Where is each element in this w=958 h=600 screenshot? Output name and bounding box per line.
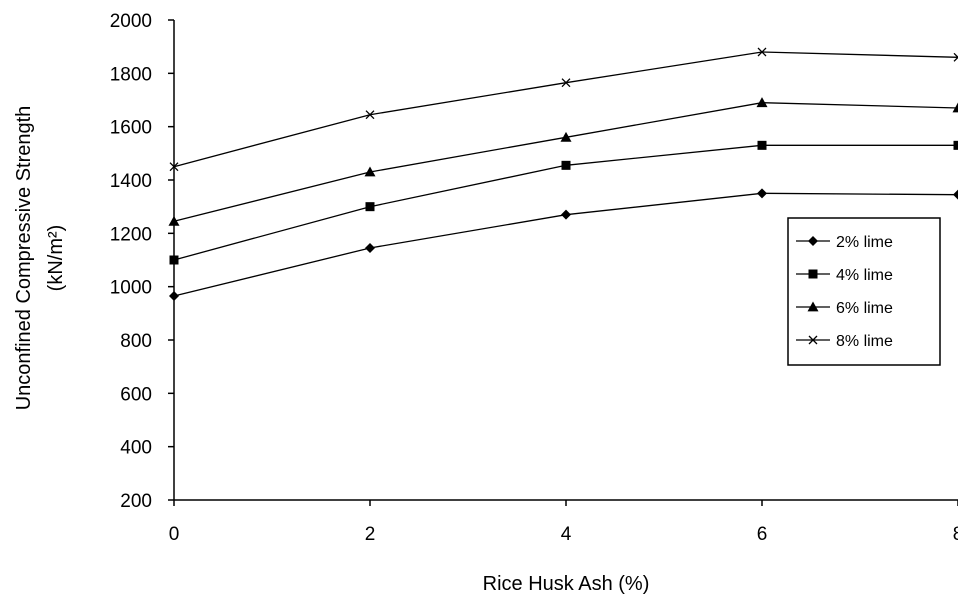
data-point (756, 97, 768, 108)
y-tick-label: 1600 (110, 118, 152, 139)
x-tick-label: 6 (757, 524, 768, 545)
data-point (560, 131, 572, 142)
data-point (169, 255, 179, 265)
data-point (168, 215, 180, 226)
legend-label: 4% lime (836, 267, 893, 284)
series-2 (169, 140, 958, 265)
data-point (561, 160, 571, 170)
y-tick-label: 2000 (110, 11, 152, 32)
legend-label: 6% lime (836, 300, 893, 317)
y-axis-unit: (kN/m²) (45, 225, 67, 292)
legend: 2% lime 4% lime 6% lime 8% lime (787, 217, 941, 366)
y-tick-label: 1000 (110, 278, 152, 299)
legend-marker (808, 269, 818, 279)
data-point (757, 47, 767, 57)
data-point (561, 209, 571, 220)
y-axis-title: Unconfined Compressive Strength (13, 106, 35, 411)
data-point (561, 78, 571, 88)
x-tick-label: 4 (561, 524, 572, 545)
y-tick-label: 200 (120, 491, 152, 512)
legend-marker (807, 301, 819, 312)
series-3 (168, 97, 958, 226)
x-ticks: 0 2 4 6 8 (169, 500, 958, 545)
data-point (953, 140, 958, 150)
y-tick-label: 800 (120, 331, 152, 352)
data-point (365, 110, 375, 120)
series-4 (169, 47, 958, 172)
y-tick-label: 400 (120, 438, 152, 459)
legend-marker (808, 236, 818, 246)
y-tick-label: 1200 (110, 224, 152, 245)
y-ticks: 200 400 600 800 1000 1200 1400 1600 1800 2000 (110, 11, 174, 512)
data-point (169, 291, 179, 301)
data-point (365, 202, 375, 212)
data-point (757, 188, 767, 199)
data-point (169, 162, 179, 172)
x-tick-label: 0 (169, 524, 180, 545)
series-line (173, 51, 958, 168)
data-point (365, 243, 375, 253)
y-tick-label: 600 (120, 384, 152, 405)
data-point (953, 52, 958, 62)
series-1 (169, 188, 958, 301)
x-tick-label: 2 (365, 524, 376, 545)
data-point (952, 102, 958, 113)
data-point (364, 166, 376, 177)
x-axis-title: Rice Husk Ash (%) (483, 573, 650, 595)
legend-label: 2% lime (836, 234, 893, 251)
series-group (168, 47, 958, 301)
x-tick-label: 8 (953, 524, 958, 545)
y-tick-label: 1800 (110, 64, 152, 85)
data-point (757, 140, 767, 150)
legend-marker (808, 335, 818, 345)
y-tick-label: 1400 (110, 171, 152, 192)
legend-label: 8% lime (836, 333, 893, 350)
data-point (953, 189, 958, 200)
